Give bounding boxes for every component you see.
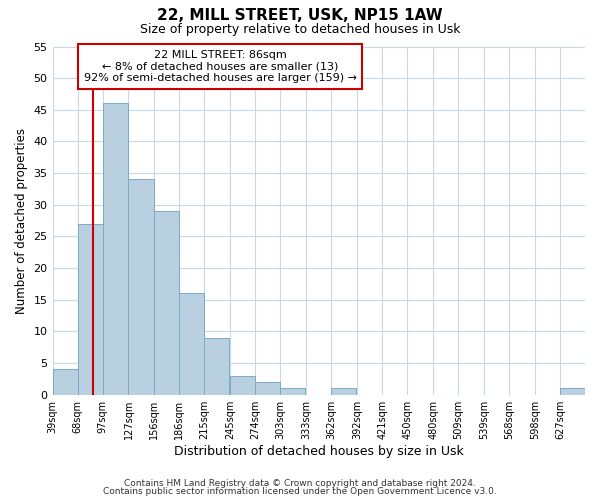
Text: 22, MILL STREET, USK, NP15 1AW: 22, MILL STREET, USK, NP15 1AW <box>157 8 443 22</box>
Bar <box>560 388 585 394</box>
Bar <box>154 211 179 394</box>
Y-axis label: Number of detached properties: Number of detached properties <box>15 128 28 314</box>
Bar <box>77 224 103 394</box>
Text: Size of property relative to detached houses in Usk: Size of property relative to detached ho… <box>140 22 460 36</box>
Text: 22 MILL STREET: 86sqm
← 8% of detached houses are smaller (13)
92% of semi-detac: 22 MILL STREET: 86sqm ← 8% of detached h… <box>84 50 357 83</box>
X-axis label: Distribution of detached houses by size in Usk: Distribution of detached houses by size … <box>174 444 464 458</box>
Bar <box>205 338 229 394</box>
Text: Contains public sector information licensed under the Open Government Licence v3: Contains public sector information licen… <box>103 487 497 496</box>
Bar <box>256 382 280 394</box>
Bar <box>179 294 205 394</box>
Bar <box>280 388 305 394</box>
Bar <box>103 104 128 395</box>
Text: Contains HM Land Registry data © Crown copyright and database right 2024.: Contains HM Land Registry data © Crown c… <box>124 478 476 488</box>
Bar <box>53 370 77 394</box>
Bar <box>230 376 256 394</box>
Bar <box>128 180 154 394</box>
Bar <box>331 388 356 394</box>
